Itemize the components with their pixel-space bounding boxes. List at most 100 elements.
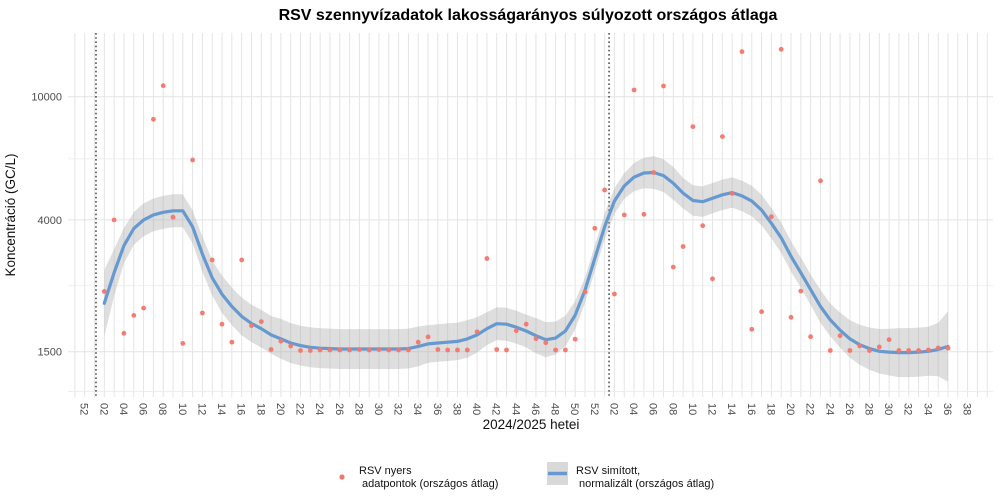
x-tick-label: 10	[686, 403, 698, 415]
x-axis-title: 2024/2025 hetei	[483, 417, 580, 432]
raw-data-point	[337, 347, 343, 353]
raw-data-point	[474, 329, 480, 335]
raw-data-point	[720, 134, 725, 140]
x-tick-label: 40	[470, 403, 482, 415]
raw-data-point	[151, 116, 156, 122]
y-tick-label: 4000	[38, 215, 62, 227]
raw-data-point	[415, 339, 421, 345]
raw-data-point	[268, 347, 274, 352]
raw-data-point	[563, 347, 568, 353]
raw-data-point	[386, 347, 392, 353]
raw-data-point	[857, 343, 863, 349]
raw-data-point	[347, 347, 352, 353]
raw-data-point	[141, 305, 147, 311]
x-axis-tick-labels: 52 02 04 06 08 10 12 14 16 18 20 22 24 26 28 30 32 34 36 38…	[78, 403, 973, 415]
raw-data-points	[101, 46, 951, 353]
x-tick-label: 06	[647, 403, 659, 415]
x-tick-label: 22	[294, 403, 306, 415]
x-tick-label: 26	[843, 403, 855, 415]
raw-data-point	[523, 321, 529, 327]
x-tick-label: 08	[156, 403, 168, 415]
vertical-gridlines	[74, 33, 988, 397]
raw-data-point	[494, 347, 500, 352]
x-tick-label: 36	[431, 403, 443, 415]
raw-data-point	[926, 347, 931, 353]
x-tick-label: 28	[863, 403, 875, 415]
x-tick-label: 02	[607, 403, 619, 415]
raw-data-point	[425, 334, 431, 340]
x-tick-label: 18	[764, 403, 776, 415]
raw-data-point	[180, 341, 186, 346]
raw-data-point	[798, 288, 804, 294]
x-tick-label: 48	[549, 403, 561, 415]
x-tick-label: 18	[254, 403, 266, 415]
x-tick-label: 32	[902, 403, 914, 415]
raw-data-point	[876, 344, 882, 350]
x-tick-label: 32	[392, 403, 404, 415]
raw-data-point	[209, 257, 215, 263]
raw-data-point	[739, 49, 745, 55]
raw-data-point	[484, 256, 490, 261]
raw-data-point	[690, 124, 696, 130]
x-tick-label: 52	[78, 403, 90, 415]
x-tick-label: 50	[568, 403, 580, 415]
raw-data-point	[435, 347, 441, 352]
x-tick-label: 04	[627, 403, 639, 415]
raw-data-point	[298, 348, 303, 353]
raw-data-point	[455, 347, 460, 353]
x-tick-label: 02	[97, 403, 109, 415]
smoothed-line	[102, 170, 950, 355]
raw-data-point	[759, 309, 764, 315]
raw-data-point	[307, 348, 313, 353]
x-tick-label: 42	[490, 403, 502, 415]
x-tick-label: 20	[274, 403, 286, 415]
raw-data-point	[896, 348, 902, 353]
x-tick-label: 20	[784, 403, 796, 415]
raw-data-point	[288, 343, 294, 349]
x-tick-label: 10	[176, 403, 188, 415]
x-tick-label: 28	[352, 403, 364, 415]
raw-data-point	[935, 345, 941, 351]
raw-data-point	[533, 336, 539, 342]
y-tick-label: 1500	[38, 347, 62, 359]
x-tick-label: 30	[882, 403, 894, 415]
x-tick-label: 14	[215, 403, 227, 415]
raw-data-point	[749, 326, 755, 332]
raw-data-point	[357, 347, 362, 352]
x-tick-label: 06	[137, 403, 149, 415]
raw-data-point	[651, 170, 657, 175]
raw-data-point	[239, 257, 245, 263]
raw-data-point	[406, 347, 411, 353]
raw-data-point	[631, 87, 637, 93]
raw-data-point	[906, 348, 912, 353]
raw-data-point	[612, 291, 617, 297]
x-tick-label: 44	[509, 403, 521, 415]
x-tick-label: 14	[725, 403, 737, 415]
raw-data-point	[808, 334, 813, 340]
raw-data-point	[818, 178, 823, 184]
confidence-ribbon	[104, 156, 949, 382]
raw-data-point	[641, 211, 647, 217]
y-axis-title: Koncentráció (GC/L)	[3, 153, 18, 276]
raw-data-point	[131, 313, 137, 318]
x-tick-label: 24	[313, 403, 325, 415]
raw-data-point	[464, 347, 470, 353]
raw-points-legend-label-line2: adatpontok (országos átlag)	[362, 478, 498, 490]
raw-data-point	[553, 347, 558, 353]
raw-data-point	[445, 347, 451, 353]
raw-data-point	[543, 340, 549, 346]
raw-data-point	[847, 348, 853, 353]
x-tick-label: 12	[706, 403, 718, 415]
raw-data-point	[258, 319, 264, 324]
raw-data-point	[837, 333, 843, 339]
x-tick-label: 34	[921, 403, 933, 415]
x-tick-label: 04	[117, 403, 129, 415]
confidence-band	[104, 156, 949, 382]
x-tick-label: 22	[804, 403, 816, 415]
smoothed-normalized-line	[102, 170, 950, 355]
raw-data-point	[602, 187, 607, 193]
raw-data-point	[160, 83, 166, 89]
x-tick-label: 36	[941, 403, 953, 415]
